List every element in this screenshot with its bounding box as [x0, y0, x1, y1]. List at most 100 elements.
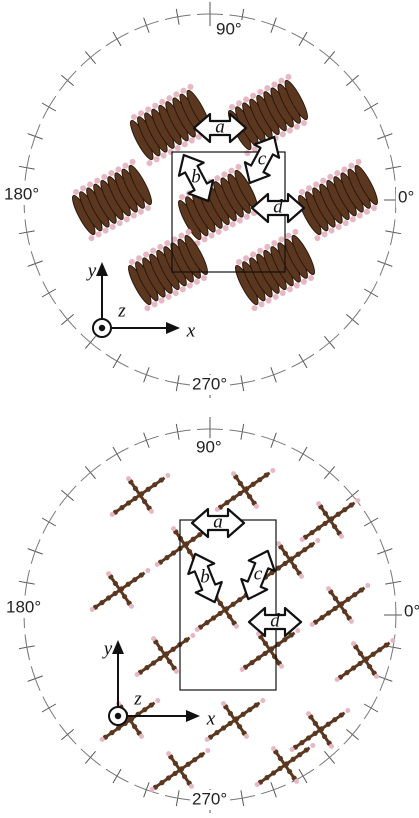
molecule: [240, 628, 301, 672]
dial-arc: [261, 21, 285, 30]
atom-h: [220, 170, 228, 178]
atom-h: [171, 526, 176, 531]
atom-h: [319, 177, 327, 185]
atom-h: [128, 158, 136, 166]
atom-h: [243, 213, 251, 221]
atom-h: [347, 162, 355, 170]
atom: [117, 587, 122, 592]
atom: [139, 572, 144, 577]
dial-arc: [364, 282, 377, 304]
atom: [287, 557, 292, 562]
atom-h: [300, 119, 308, 127]
atom-h: [205, 737, 210, 742]
atom-h: [86, 180, 94, 188]
atom: [132, 577, 137, 582]
dial-arc: [43, 511, 56, 533]
atom-h: [186, 83, 194, 91]
dial-arc: [106, 769, 128, 782]
atom-h: [79, 184, 87, 192]
atom-h: [94, 230, 102, 238]
atom-h: [234, 163, 242, 171]
atom-h: [260, 698, 265, 703]
atom: [182, 542, 187, 547]
atom-h: [263, 84, 271, 92]
atom-h: [87, 234, 95, 242]
atom: [126, 500, 131, 505]
atom: [218, 601, 223, 606]
atom: [313, 721, 318, 726]
molecule: [90, 568, 151, 612]
atom-h: [345, 708, 350, 713]
angle-label: 90°: [216, 19, 242, 38]
atom-h: [306, 711, 311, 716]
molecule-stack: [228, 228, 322, 312]
dial-arc: [319, 50, 339, 67]
atom-h: [272, 293, 280, 301]
atom-h: [200, 235, 208, 243]
atom: [221, 725, 226, 730]
atom: [339, 712, 344, 717]
atom: [217, 611, 222, 616]
atom: [297, 752, 302, 757]
atom-h: [335, 223, 343, 231]
atom-h: [174, 669, 179, 674]
atom: [99, 600, 104, 605]
atom-h: [235, 258, 243, 266]
atom-h: [90, 607, 95, 612]
angle-label: 90°: [196, 437, 222, 456]
atom: [232, 717, 237, 722]
atom-h: [165, 473, 170, 478]
atom: [158, 646, 163, 651]
atom-h: [72, 188, 80, 196]
atom-h: [130, 211, 138, 219]
atom: [144, 665, 149, 670]
atom: [263, 641, 268, 646]
atom: [199, 752, 204, 757]
atom-h: [294, 779, 299, 784]
atom-h: [270, 239, 278, 247]
atom: [326, 610, 331, 615]
atom-h: [181, 140, 189, 148]
atom-h: [213, 174, 221, 182]
atom-h: [227, 167, 235, 175]
atom: [126, 582, 131, 587]
atom: [132, 724, 137, 729]
axis-label-z: z: [117, 300, 126, 321]
atom-h: [286, 126, 294, 134]
atom: [352, 592, 357, 597]
atom-h: [271, 746, 276, 751]
atom-h: [189, 784, 194, 789]
atom: [362, 657, 367, 662]
atom-h: [200, 274, 208, 282]
atom: [241, 712, 246, 717]
atom: [287, 769, 292, 774]
atom-h: [265, 297, 273, 305]
dial-arc: [319, 465, 339, 482]
atom-h: [129, 604, 134, 609]
atom-h: [208, 232, 216, 240]
atom-h: [126, 476, 131, 481]
atom: [309, 530, 314, 535]
atom: [231, 495, 236, 500]
atom-h: [121, 162, 129, 170]
dial-arc: [364, 697, 377, 719]
atom: [342, 609, 347, 614]
axis-label-y: y: [102, 638, 113, 659]
atom: [344, 670, 349, 675]
atom-h: [354, 158, 362, 166]
atom-h: [178, 193, 186, 201]
atom-h: [135, 672, 140, 677]
atom-h: [137, 208, 145, 216]
atom-h: [130, 113, 138, 121]
dial-arc: [292, 33, 314, 46]
atom: [358, 651, 363, 656]
axis-label-x: x: [186, 320, 196, 341]
atom-h: [160, 152, 168, 160]
atom-h: [221, 701, 226, 706]
atom-h: [135, 254, 143, 262]
atom: [119, 505, 124, 510]
atom-h: [190, 633, 195, 638]
atom: [106, 595, 111, 600]
atom: [349, 502, 354, 507]
angle-label: 180°: [4, 184, 39, 203]
